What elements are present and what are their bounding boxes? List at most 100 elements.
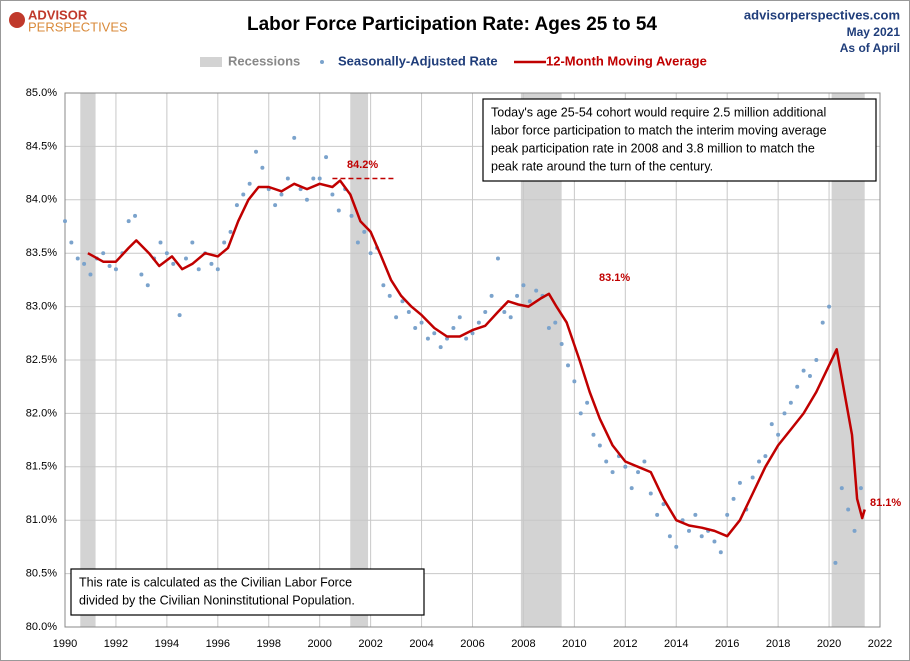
annotation: 81.1% [870, 497, 901, 509]
annotation: 83.1% [599, 272, 630, 284]
data-point [133, 213, 138, 218]
y-tick-label: 82.5% [26, 354, 57, 366]
data-point [623, 464, 628, 469]
data-point [279, 192, 284, 197]
data-point [566, 363, 571, 368]
data-point [145, 283, 150, 288]
data-point [196, 267, 201, 272]
x-tick-label: 2018 [766, 638, 790, 650]
footnote-box [70, 568, 425, 616]
data-point [820, 320, 825, 325]
x-tick-label: 2000 [307, 638, 331, 650]
data-point [292, 135, 297, 140]
x-tick-label: 1992 [104, 638, 128, 650]
data-point [814, 358, 819, 362]
data-point [731, 496, 736, 501]
data-point [699, 534, 704, 539]
note-box [482, 98, 877, 182]
data-point [636, 470, 641, 475]
data-point [75, 256, 80, 261]
data-point [858, 486, 863, 491]
data-point [394, 315, 399, 320]
x-tick-label: 1998 [257, 638, 281, 650]
source: advisorperspectives.com [744, 7, 900, 22]
note-box-text: peak participation rate in 2008 and 3.8 … [491, 141, 815, 155]
data-point [776, 432, 781, 437]
data-point [349, 213, 354, 218]
data-point [578, 411, 583, 416]
logo-mark [9, 12, 25, 28]
chart-title: Labor Force Participation Rate: Ages 25 … [247, 14, 657, 35]
data-point [247, 181, 252, 186]
moving-average-line [87, 179, 866, 538]
x-tick-label: 2008 [511, 638, 535, 650]
x-tick-label: 2020 [817, 638, 841, 650]
data-point [451, 325, 456, 330]
data-point [521, 283, 526, 288]
x-tick-label: 2006 [460, 638, 484, 650]
data-point [833, 560, 838, 565]
x-tick-label: 2010 [562, 638, 586, 650]
source-asof: As of April [840, 41, 900, 55]
y-tick-label: 83.0% [26, 301, 57, 313]
data-point [527, 299, 532, 304]
data-point [546, 325, 551, 330]
data-point [158, 240, 163, 245]
data-point [483, 309, 488, 314]
legend-swatch [200, 57, 222, 67]
data-point [311, 176, 316, 181]
data-point [604, 459, 609, 464]
data-point [597, 443, 602, 448]
data-point [425, 336, 430, 341]
data-point [387, 293, 392, 298]
data-point [432, 331, 437, 336]
data-point [464, 336, 469, 341]
data-point [508, 315, 513, 320]
data-point [750, 475, 755, 480]
data-point [324, 155, 329, 160]
data-point [171, 261, 176, 266]
data-point [336, 208, 341, 213]
y-tick-label: 80.0% [26, 621, 57, 633]
data-point [572, 379, 577, 384]
data-point [101, 251, 106, 256]
data-point [610, 470, 615, 475]
data-point [164, 251, 169, 256]
plot-border [64, 92, 881, 628]
y-tick-label: 83.5% [26, 247, 57, 259]
x-tick-label: 2022 [868, 638, 892, 650]
data-point [763, 454, 768, 459]
data-point [559, 341, 564, 346]
data-point [273, 203, 278, 208]
annotation: 84.2% [347, 159, 378, 171]
y-tick-label: 84.0% [26, 194, 57, 206]
data-point [88, 272, 93, 277]
data-point [648, 491, 653, 496]
x-tick-label: 1994 [155, 638, 179, 650]
data-point [330, 192, 335, 197]
x-tick-label: 2004 [409, 638, 433, 650]
data-point [82, 261, 87, 266]
data-point [126, 219, 131, 224]
data-point [285, 176, 290, 181]
data-point [693, 512, 698, 517]
data-point [63, 219, 67, 224]
data-point [254, 149, 259, 154]
y-tick-label: 85.0% [26, 87, 57, 99]
data-point [807, 374, 812, 379]
data-point [585, 400, 590, 405]
legend-label: Seasonally-Adjusted Rate [338, 53, 498, 68]
data-point [495, 256, 500, 261]
x-tick-label: 2016 [715, 638, 739, 650]
data-point [661, 502, 666, 507]
note-box-text: Today's age 25-54 cohort would require 2… [491, 105, 826, 119]
y-tick-label: 80.5% [26, 568, 57, 580]
data-point [534, 288, 539, 293]
x-tick-label: 2014 [664, 638, 688, 650]
data-point [667, 534, 672, 539]
data-point [107, 264, 112, 269]
note-box-text: labor force participation to match the i… [491, 123, 827, 137]
data-point [304, 197, 309, 202]
source-date: May 2021 [847, 25, 901, 39]
data-point [139, 272, 144, 277]
